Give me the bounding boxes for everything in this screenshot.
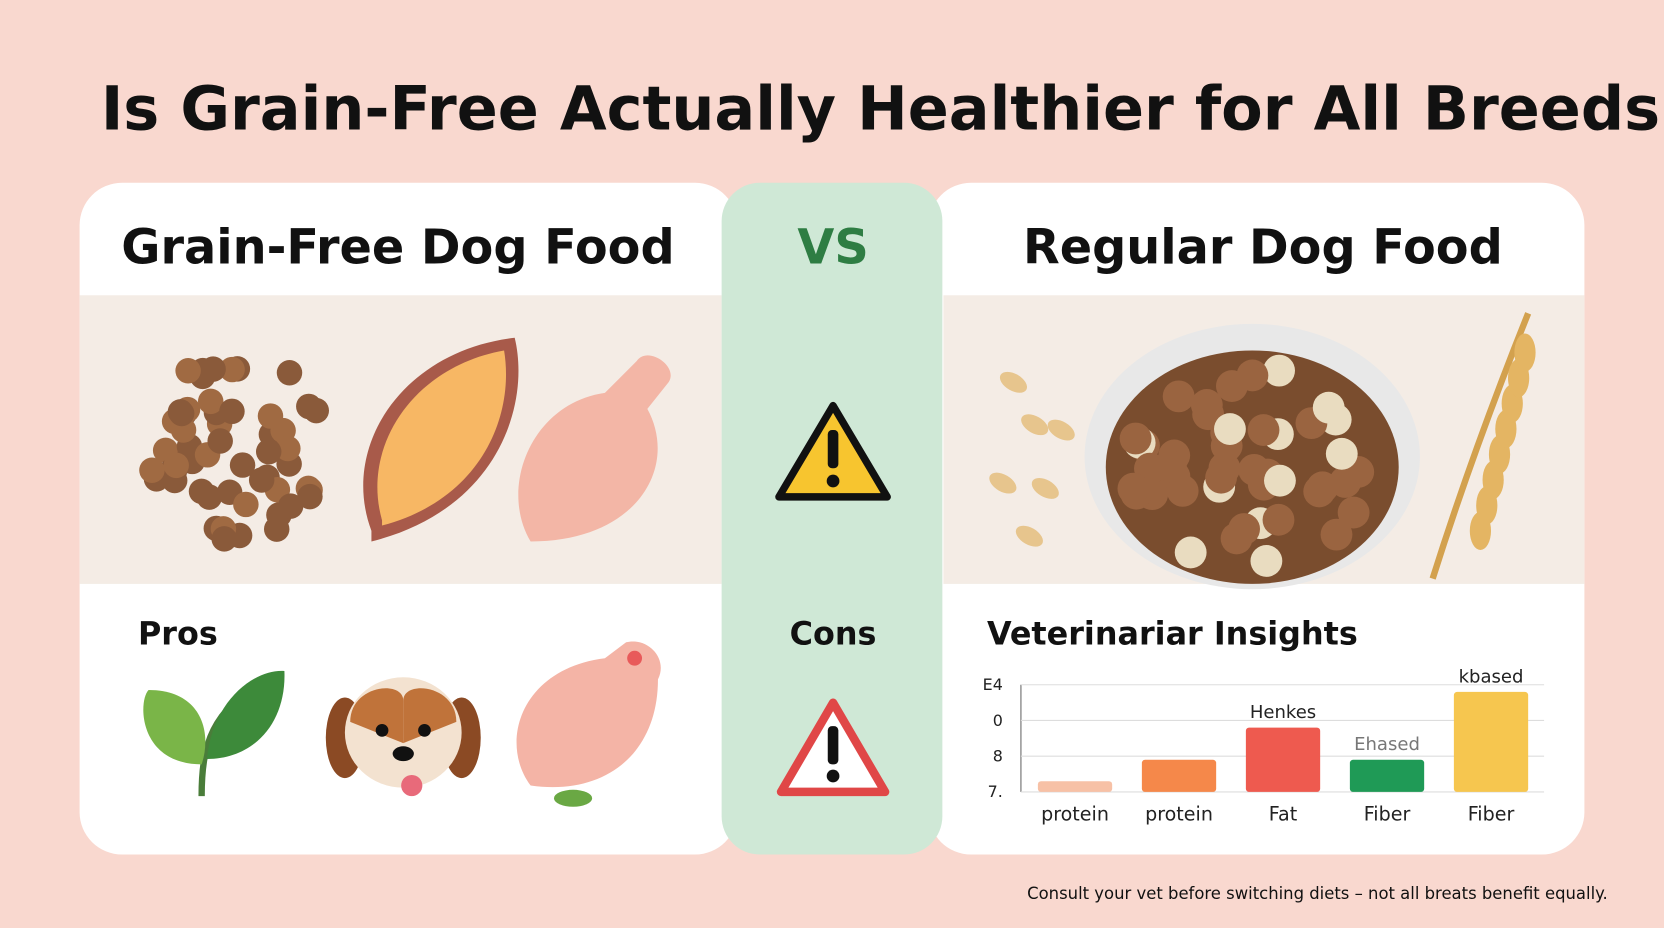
- bar: [1453, 691, 1529, 792]
- kibble: [276, 360, 303, 386]
- kibble-decor: [139, 333, 1536, 577]
- insights-label: Veterinariar Insights: [987, 614, 1358, 652]
- kibble: [1155, 450, 1187, 483]
- bar: [1245, 727, 1321, 792]
- kibble: [297, 483, 323, 510]
- wheat-kernel: [1514, 333, 1536, 372]
- kibble: [275, 435, 301, 462]
- grain: [1031, 477, 1059, 499]
- meat-icon: [516, 641, 661, 807]
- kibble: [1205, 461, 1237, 494]
- kibble: [211, 526, 237, 552]
- right-title: Regular Dog Food: [1023, 220, 1503, 275]
- bar-note: Ehased: [1354, 734, 1420, 755]
- grain: [1047, 419, 1075, 441]
- kibble: [255, 438, 282, 465]
- bar: [1349, 759, 1425, 792]
- kibble: [1162, 380, 1195, 413]
- kibble: [248, 467, 275, 493]
- bar: [1037, 781, 1113, 792]
- grain: [989, 472, 1017, 494]
- kibble: [1312, 391, 1345, 424]
- sweet-potato: [363, 337, 519, 542]
- kibble: [1247, 414, 1280, 446]
- kibble: [175, 358, 201, 384]
- grain: [999, 371, 1028, 393]
- kibble: [1166, 474, 1199, 507]
- kibble: [296, 393, 322, 420]
- chicken: [518, 355, 671, 542]
- kibble: [1228, 513, 1260, 545]
- kibble: [139, 457, 165, 484]
- vs-label: VS: [797, 220, 868, 275]
- dog-icon: [325, 677, 481, 797]
- kibble: [200, 356, 226, 382]
- kibble: [1325, 437, 1358, 470]
- kibble: [167, 399, 194, 425]
- kibble: [1320, 518, 1353, 551]
- kibble: [1306, 471, 1339, 504]
- x-tick-label: Fiber: [1468, 803, 1515, 826]
- x-tick-label: Fat: [1269, 803, 1298, 826]
- bar: [1141, 759, 1217, 792]
- kibble: [1250, 545, 1283, 577]
- y-tick-label: E4: [983, 675, 1003, 694]
- kibble: [207, 428, 233, 454]
- y-tick-label: 0: [993, 711, 1003, 730]
- kibble: [1238, 453, 1271, 486]
- grain: [1015, 525, 1043, 547]
- warning-yellow: [775, 401, 891, 501]
- bar-note: Henkes: [1250, 702, 1316, 723]
- footer-note: Consult your vet before switching diets …: [1027, 884, 1608, 903]
- kibble: [1264, 464, 1296, 497]
- left-title: Grain-Free Dog Food: [121, 220, 674, 275]
- x-tick-label: protein: [1041, 803, 1109, 826]
- kibble: [257, 403, 284, 429]
- pros-label: Pros: [138, 614, 218, 652]
- middle-column: [721, 182, 943, 855]
- kibble: [1214, 413, 1246, 445]
- kibble: [277, 493, 304, 519]
- kibble: [229, 452, 256, 478]
- grain: [1021, 414, 1049, 436]
- kibble: [1119, 422, 1152, 455]
- kibble: [233, 491, 259, 518]
- kibble: [219, 356, 245, 383]
- x-tick-label: Fiber: [1364, 803, 1411, 826]
- kibble: [196, 484, 223, 510]
- title: Is Grain-Free Actually Healthier for All…: [101, 75, 1664, 145]
- kibble: [219, 398, 245, 425]
- kibble: [197, 388, 224, 415]
- y-tick-label: 8: [993, 746, 1003, 765]
- kibble: [163, 452, 189, 479]
- kibble: [1236, 359, 1269, 392]
- x-tick-label: protein: [1145, 803, 1213, 826]
- leaf-icon: [143, 670, 285, 797]
- kibble: [1263, 354, 1295, 387]
- cons-label: Cons: [790, 614, 877, 652]
- kibble: [1174, 536, 1207, 569]
- kibble: [1262, 503, 1295, 536]
- kibble: [1117, 472, 1150, 505]
- bar-note: kbased: [1459, 666, 1524, 687]
- kibble: [1337, 496, 1370, 529]
- bar-chart: 7. 8 0 E4 protein protein Fat Henkes Fiber Ehased…: [983, 666, 1545, 826]
- warning-red: [776, 698, 890, 797]
- y-tick-label: 7.: [988, 782, 1003, 801]
